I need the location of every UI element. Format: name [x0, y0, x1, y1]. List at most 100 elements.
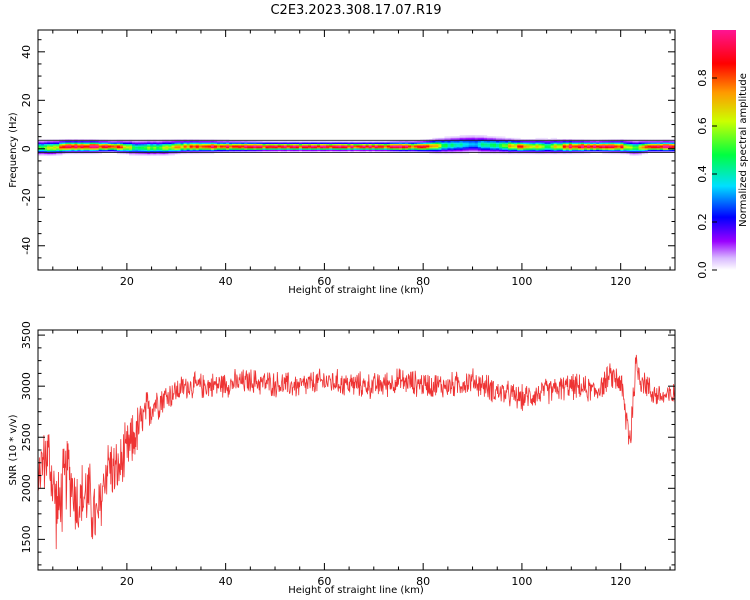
spectrogram-cell: [44, 143, 48, 146]
spectrogram-cell: [468, 149, 473, 152]
spectrogram-cell: [289, 146, 294, 149]
spectrogram-cell: [596, 146, 600, 149]
spectrogram-cell: [496, 140, 500, 143]
spectrogram-cell: [517, 143, 521, 146]
spectrogram-cell: [511, 146, 515, 149]
spectrogram-cell: [298, 142, 303, 144]
spectrogram-cell: [562, 143, 567, 146]
spectrogram-cell: [98, 149, 102, 152]
spectrogram-cell: [74, 152, 78, 155]
spectrogram-cell: [529, 148, 533, 150]
spectrogram-cell: [483, 149, 488, 152]
spectrogram-cell: [359, 149, 363, 152]
spectrogram-cell: [599, 140, 603, 143]
spectrogram-cell: [301, 142, 306, 144]
snr-x-tick-label: 60: [317, 575, 331, 588]
spectrogram-cell: [602, 148, 606, 150]
spectrogram-cell: [156, 149, 160, 152]
spectrogram-cell: [580, 142, 585, 144]
spectrogram-cell: [59, 142, 63, 144]
spectrogram-cell: [44, 152, 48, 155]
spectrogram-cell: [235, 140, 239, 143]
spectrogram-cell: [132, 145, 136, 147]
spectrogram-cell: [383, 146, 388, 149]
spectrogram-cell: [235, 143, 239, 146]
spectrogram-cell: [86, 142, 90, 144]
spectrogram-cell: [535, 137, 539, 140]
spectrogram-cell: [162, 146, 166, 149]
spectrogram-cell: [647, 146, 652, 149]
spectrogram-cell: [590, 140, 594, 143]
spectrogram-cell: [141, 143, 145, 146]
spectrogram-cell: [177, 148, 181, 150]
spectrogram-cell: [186, 149, 190, 152]
snr-y-axis-label: SNR (10 * v/v): [8, 414, 19, 485]
spectrogram-cell: [311, 140, 315, 143]
spectrogram-cell: [174, 142, 178, 144]
spectrogram-cell: [359, 146, 363, 149]
spectrogram-cell: [444, 136, 448, 139]
spectrogram-cell: [423, 146, 427, 149]
spectrogram-cell: [180, 149, 184, 152]
spectrogram-cell: [62, 152, 66, 155]
spectrogram-cell: [386, 148, 391, 150]
spectrogram-frame: [37, 29, 676, 271]
spectrogram-cell: [189, 145, 193, 147]
spectrogram-cell: [462, 148, 466, 150]
spectrogram-cell: [502, 152, 506, 155]
spectrogram-cell: [587, 152, 591, 155]
spectrogram-cell: [150, 149, 154, 152]
spectrogram-cell: [471, 140, 476, 143]
spectrogram-cell: [483, 136, 488, 139]
spectrogram-cell: [480, 148, 485, 150]
spectrogram-cell: [474, 145, 479, 147]
spectrogram-cell: [420, 140, 424, 143]
spectrogram-cell: [223, 145, 227, 147]
spectrogram-cell: [314, 146, 318, 149]
spectrogram-cell: [311, 148, 315, 150]
spectrogram-cell: [116, 150, 121, 153]
spectrogram-cell: [198, 152, 203, 155]
spectrogram-cell: [41, 143, 45, 146]
spectrogram-cell: [553, 142, 557, 144]
spectrogram-cell: [68, 140, 72, 143]
spectrogram-cell: [647, 148, 652, 150]
spectrogram-cell: [150, 140, 154, 143]
spectrogram-cell: [104, 148, 109, 150]
spectrogram-cell: [544, 150, 548, 153]
spectrogram-cell: [559, 145, 564, 147]
spectrogram-cell: [332, 149, 336, 152]
spectrogram-cell: [320, 145, 324, 147]
spectrogram-cell: [480, 143, 485, 146]
spectrogram-cell: [156, 150, 160, 153]
spectrogram-cell: [180, 145, 184, 147]
spectrogram-cell: [226, 149, 230, 152]
spectrogram-cell: [174, 146, 178, 149]
spectrogram-cell: [526, 146, 530, 149]
spectrogram-cell: [292, 146, 297, 149]
spectrogram-cell: [365, 146, 369, 149]
spectrogram-cell: [632, 140, 636, 143]
spectrogram-cell: [380, 148, 385, 150]
spectrogram-cell: [80, 149, 84, 152]
spectrogram-cell: [156, 146, 160, 149]
spectrogram-cell: [329, 143, 333, 146]
spectrogram-cell: [186, 146, 190, 149]
spectrogram-cell: [420, 143, 424, 146]
spectrogram-cell: [374, 140, 379, 143]
spectrogram-cell: [141, 150, 145, 153]
spectrogram-cell: [596, 145, 600, 147]
spectrogram-cell: [408, 140, 412, 143]
spectrogram-cell: [113, 140, 118, 143]
spectrogram-cell: [95, 140, 99, 143]
spectrogram-cell: [532, 145, 536, 147]
spectrogram-cell: [317, 146, 321, 149]
spectrogram-cell: [283, 143, 288, 146]
spectrogram-cell: [371, 142, 375, 144]
spectrogram-cell: [593, 142, 597, 144]
spectrogram-cell: [411, 143, 415, 146]
spectrogram-cell: [477, 152, 482, 155]
spectrogram-cell: [347, 140, 351, 143]
spectrogram-cell: [283, 140, 288, 143]
spectrogram-cell: [602, 150, 606, 153]
